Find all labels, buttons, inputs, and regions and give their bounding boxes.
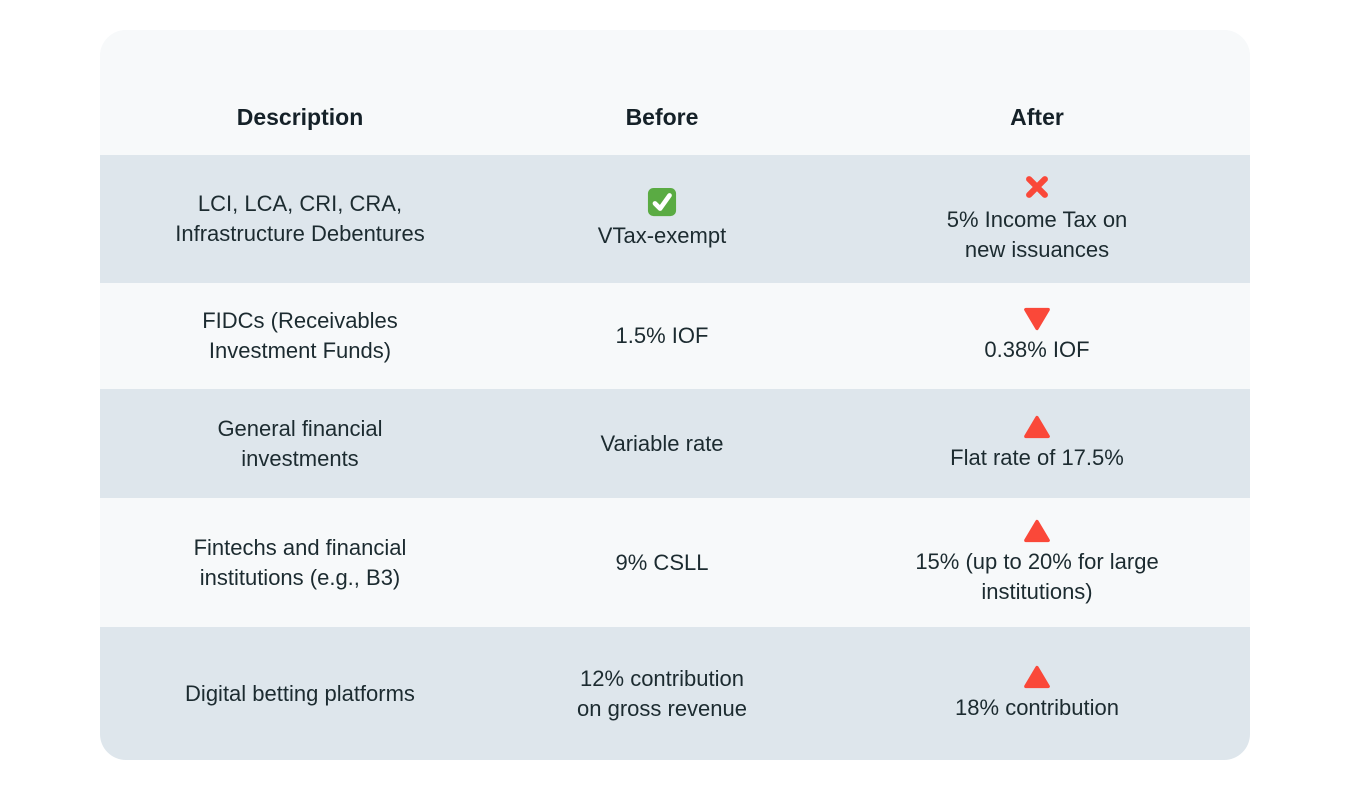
description-cell: FIDCs (Receivables Investment Funds) <box>100 283 500 389</box>
check-mark-icon <box>647 187 677 217</box>
after-text: Flat rate of 17.5% <box>950 444 1124 470</box>
description-text: Fintechs and financial institutions (e.g… <box>193 534 407 590</box>
column-header-after: After <box>824 30 1250 155</box>
triangle-up-icon <box>1023 519 1051 543</box>
description-cell: Digital betting platforms <box>100 627 500 760</box>
before-cell: 9% CSLL <box>500 498 824 627</box>
before-text: 9% CSLL <box>615 549 709 575</box>
after-cell: 5% Income Tax on new issuances <box>824 155 1250 283</box>
after-cell: 18% contribution <box>824 627 1250 760</box>
before-text: VTax-exempt <box>597 223 727 248</box>
before-cell: 12% contribution on gross revenue <box>500 627 824 760</box>
column-header-label: Description <box>236 104 364 130</box>
column-header-label: After <box>1010 104 1064 130</box>
cross-mark-icon <box>1023 173 1051 201</box>
column-header-description: Description <box>100 30 500 155</box>
description-text: Digital betting platforms <box>185 680 415 706</box>
before-cell: 1.5% IOF <box>500 283 824 389</box>
after-text: 15% (up to 20% for large institutions) <box>915 548 1159 604</box>
before-text: 1.5% IOF <box>615 323 709 348</box>
description-cell: LCI, LCA, CRI, CRA, Infrastructure Deben… <box>100 155 500 283</box>
table-row: Fintechs and financial institutions (e.g… <box>100 498 1250 627</box>
description-text: LCI, LCA, CRI, CRA, Infrastructure Deben… <box>175 191 425 246</box>
description-cell: General financial investments <box>100 389 500 498</box>
table-row: Digital betting platforms 12% contributi… <box>100 627 1250 760</box>
description-text: General financial investments <box>217 415 383 471</box>
after-text: 5% Income Tax on new issuances <box>946 207 1128 262</box>
after-cell: Flat rate of 17.5% <box>824 389 1250 498</box>
triangle-down-icon <box>1023 307 1051 331</box>
after-cell: 15% (up to 20% for large institutions) <box>824 498 1250 627</box>
before-cell: Variable rate <box>500 389 824 498</box>
after-text: 0.38% IOF <box>984 337 1090 362</box>
before-text: Variable rate <box>600 430 724 456</box>
triangle-up-icon <box>1023 665 1051 689</box>
column-header-before: Before <box>500 30 824 155</box>
table-row: General financial investments Variable r… <box>100 389 1250 498</box>
table-row: LCI, LCA, CRI, CRA, Infrastructure Deben… <box>100 155 1250 283</box>
tax-comparison-table: Description Before After LCI, LCA, CRI, … <box>100 30 1250 760</box>
table-row: FIDCs (Receivables Investment Funds) 1.5… <box>100 283 1250 389</box>
triangle-up-icon <box>1023 415 1051 439</box>
before-cell: VTax-exempt <box>500 155 824 283</box>
after-cell: 0.38% IOF <box>824 283 1250 389</box>
table-header-row: Description Before After <box>100 30 1250 155</box>
description-text: FIDCs (Receivables Investment Funds) <box>202 308 398 363</box>
after-text: 18% contribution <box>955 694 1119 720</box>
description-cell: Fintechs and financial institutions (e.g… <box>100 498 500 627</box>
before-text: 12% contribution on gross revenue <box>577 665 747 721</box>
column-header-label: Before <box>625 104 699 130</box>
